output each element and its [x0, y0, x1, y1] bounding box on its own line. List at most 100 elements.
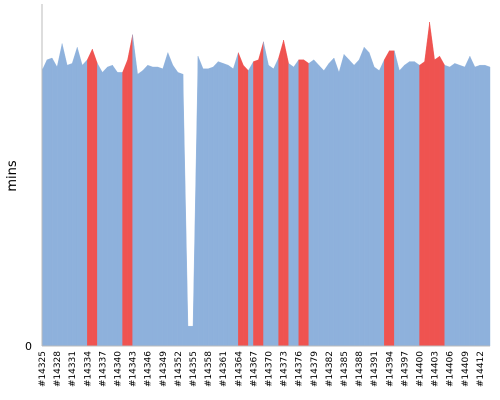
failed-build-segment	[122, 59, 128, 347]
x-ticks: #14325 #14328 #14331 #14334 #14337 #14340 #143…	[38, 351, 486, 387]
build-duration-segment	[313, 59, 320, 347]
build-duration-segment	[459, 64, 466, 347]
build-duration-segment	[323, 62, 330, 347]
x-tick-label: #14331	[68, 351, 78, 387]
build-duration-segment	[464, 56, 471, 347]
build-duration-segment	[273, 57, 279, 347]
x-tick-label: #14382	[325, 351, 335, 387]
build-duration-segment	[368, 52, 375, 347]
y-ticks: 0	[25, 340, 32, 353]
build-duration-segment	[182, 74, 189, 347]
failed-build-segment	[419, 61, 425, 347]
build-duration-segment	[353, 59, 360, 347]
build-duration-segment	[484, 64, 491, 347]
build-duration-segment	[51, 57, 58, 347]
build-duration-segment	[318, 64, 325, 347]
x-tick-label: #14352	[174, 351, 184, 387]
build-duration-segment	[46, 57, 53, 347]
build-duration-segment	[343, 53, 350, 347]
build-duration-segment	[348, 59, 355, 347]
failed-build-segment	[278, 39, 284, 347]
failed-build-segment	[384, 50, 390, 347]
build-duration-segment	[414, 61, 420, 347]
x-tick-label: #14328	[53, 351, 63, 387]
build-duration-segment	[197, 56, 204, 347]
x-tick-label: #14358	[204, 351, 214, 387]
x-tick-label: #14364	[234, 351, 244, 387]
build-duration-segment	[399, 64, 405, 347]
failed-build-segment	[434, 55, 440, 347]
build-duration-segment	[479, 64, 486, 347]
failed-build-segment	[243, 64, 249, 347]
build-duration-segment	[187, 326, 194, 347]
build-duration-segment	[207, 66, 214, 347]
x-tick-label: #14346	[144, 351, 154, 387]
x-tick-label: #14397	[400, 351, 410, 387]
failed-build-segment	[298, 59, 304, 347]
build-duration-segment	[177, 72, 184, 347]
failed-build-segment	[424, 21, 430, 347]
build-duration-segment	[233, 52, 239, 347]
failed-build-segment	[127, 34, 133, 347]
build-duration-segment	[192, 56, 199, 347]
x-tick-label: #14373	[280, 351, 290, 387]
build-duration-segment	[454, 63, 460, 347]
build-duration-segment	[404, 61, 410, 347]
build-duration-segment	[449, 63, 455, 347]
failed-build-segment	[429, 21, 435, 347]
x-tick-label: #14343	[129, 351, 139, 387]
x-tick-label: #14325	[38, 351, 48, 387]
build-duration-segment	[117, 72, 123, 347]
build-duration-segment	[61, 43, 68, 347]
build-duration-segment	[444, 64, 450, 347]
build-duration-segment	[137, 70, 143, 347]
build-duration-segment	[268, 64, 274, 347]
build-duration-segment	[202, 68, 209, 347]
y-tick-label: 0	[25, 340, 32, 353]
y-axis-label: mins	[5, 160, 20, 192]
failed-build-segment	[258, 41, 264, 347]
x-tick-label: #14391	[370, 351, 380, 387]
build-duration-segment	[132, 34, 138, 347]
failed-build-segment	[303, 59, 309, 347]
failed-build-segment	[283, 39, 289, 347]
build-duration-segment	[102, 66, 108, 347]
build-duration-segment	[358, 47, 365, 347]
failed-build-segment	[389, 50, 395, 347]
x-tick-label: #14367	[249, 351, 259, 387]
build-duration-segment	[223, 63, 229, 347]
build-duration-segment	[338, 54, 345, 347]
build-duration-segment	[56, 43, 63, 347]
x-tick-label: #14379	[310, 351, 320, 387]
x-tick-label: #14388	[355, 351, 365, 387]
build-duration-segment	[333, 57, 340, 347]
build-duration-segment	[77, 47, 83, 347]
x-tick-label: #14403	[431, 351, 441, 387]
build-duration-segment	[66, 63, 73, 347]
x-tick-label: #14349	[159, 351, 169, 387]
build-duration-segment	[72, 47, 78, 347]
failed-build-segment	[253, 59, 259, 347]
x-tick-label: #14334	[83, 351, 93, 387]
build-duration-segment	[157, 66, 164, 347]
build-duration-segment	[474, 64, 481, 347]
x-tick-label: #14409	[461, 351, 471, 387]
x-tick-label: #14376	[295, 351, 305, 387]
x-tick-label: #14394	[385, 351, 395, 387]
build-duration-segment	[147, 64, 153, 347]
x-tick-label: #14340	[114, 351, 124, 387]
build-duration-segment	[248, 60, 254, 347]
x-tick-label: #14412	[476, 351, 486, 387]
build-duration-segment	[288, 63, 294, 347]
x-tick-label: #14361	[219, 351, 229, 387]
x-tick-label: #14400	[416, 351, 426, 387]
x-tick-label: #14355	[189, 351, 199, 387]
build-duration-segment	[363, 46, 370, 347]
build-duration-segment	[172, 64, 179, 347]
build-duration-segment	[263, 41, 269, 347]
build-duration-segment	[112, 64, 118, 347]
build-duration-segment	[469, 56, 476, 347]
build-duration-segment	[212, 61, 219, 347]
build-duration-segment	[142, 64, 148, 347]
